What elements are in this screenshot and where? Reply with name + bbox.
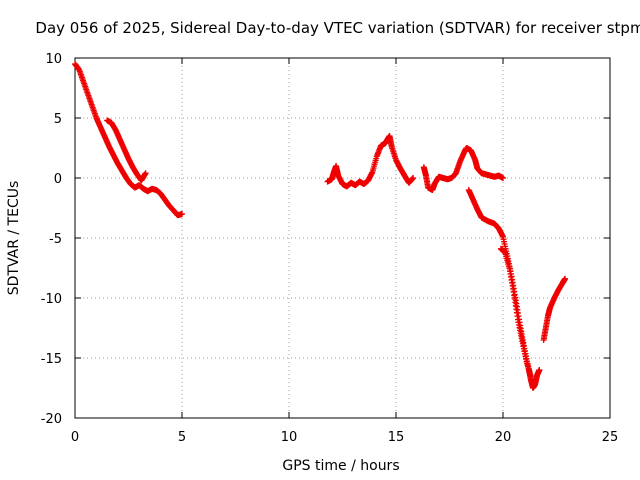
y-tick-label: -20 — [41, 412, 62, 427]
y-tick-label: 5 — [54, 112, 62, 127]
axis-ticks: 0 5 10 15 20 25 -20 -15 -10 -5 0 5 10 — [41, 52, 619, 445]
data-point-track-e — [536, 367, 543, 373]
x-tick-label: 20 — [495, 430, 512, 445]
x-tick-label: 10 — [281, 430, 298, 445]
data-point-track-b — [142, 170, 149, 177]
x-tick-label: 25 — [602, 430, 619, 445]
data-point-track-a — [179, 211, 185, 217]
data-point-track-d — [500, 175, 506, 181]
plot-frame — [74, 57, 611, 419]
y-axis-label: SDTVAR / TECUs — [6, 181, 22, 296]
x-tick-label: 15 — [388, 430, 405, 445]
data-point-track-g — [562, 275, 569, 282]
y-tick-label: 10 — [45, 52, 62, 67]
y-tick-label: -5 — [49, 232, 62, 247]
x-tick-label: 5 — [178, 430, 186, 445]
data-point-track-f — [527, 373, 534, 379]
chart-title: Day 056 of 2025, Sidereal Day-to-day VTE… — [35, 19, 640, 37]
data-point-track-c — [410, 175, 417, 181]
y-tick-label: -15 — [41, 352, 62, 367]
x-tick-label: 0 — [71, 430, 79, 445]
x-axis-label: GPS time / hours — [282, 458, 399, 474]
y-tick-label: 0 — [54, 172, 62, 187]
data-points — [72, 61, 569, 391]
y-tick-label: -10 — [41, 292, 62, 307]
